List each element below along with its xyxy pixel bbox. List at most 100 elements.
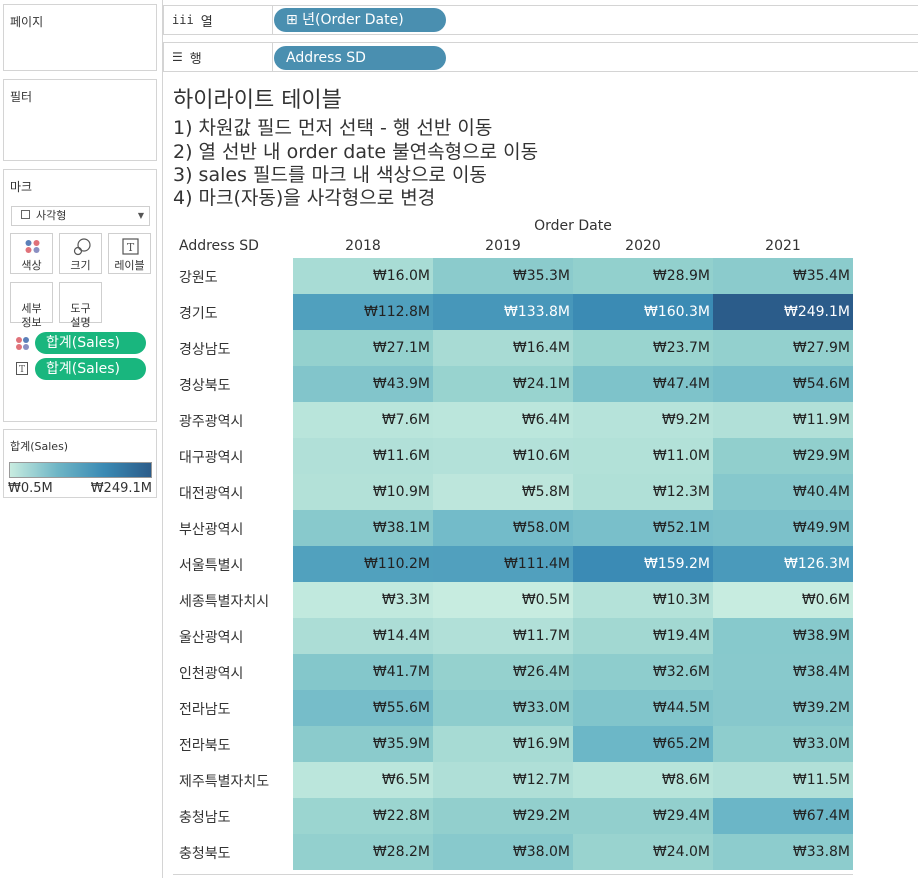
table-cell[interactable]: ₩41.7M bbox=[293, 654, 433, 690]
table-cell[interactable]: ₩43.9M bbox=[293, 366, 433, 402]
row-label[interactable]: 경상남도 bbox=[179, 342, 231, 358]
row-label[interactable]: 경기도 bbox=[179, 306, 218, 322]
table-cell[interactable]: ₩0.5M bbox=[433, 582, 573, 618]
label-button[interactable]: T 레이블 bbox=[108, 233, 151, 274]
table-cell[interactable]: ₩249.1M bbox=[713, 294, 853, 330]
table-cell[interactable]: ₩6.4M bbox=[433, 402, 573, 438]
pages-card[interactable]: 페이지 bbox=[3, 4, 157, 71]
table-cell[interactable]: ₩11.6M bbox=[293, 438, 433, 474]
row-label[interactable]: 울산광역시 bbox=[179, 630, 244, 646]
row-label[interactable]: 충청남도 bbox=[179, 810, 231, 826]
row-label[interactable]: 서울특별시 bbox=[179, 558, 244, 574]
table-cell[interactable]: ₩54.6M bbox=[713, 366, 853, 402]
table-cell[interactable]: ₩40.4M bbox=[713, 474, 853, 510]
rows-shelf[interactable]: ☰ 행 Address SD bbox=[163, 42, 918, 72]
table-cell[interactable]: ₩44.5M bbox=[573, 690, 713, 726]
table-cell[interactable]: ₩33.8M bbox=[713, 834, 853, 870]
table-cell[interactable]: ₩35.9M bbox=[293, 726, 433, 762]
order-date-year-pill[interactable]: ⊞ 년(Order Date) bbox=[274, 8, 446, 32]
detail-button[interactable]: 세부 정보 bbox=[10, 282, 53, 329]
address-sd-pill[interactable]: Address SD bbox=[274, 46, 446, 70]
row-label[interactable]: 부산광역시 bbox=[179, 522, 244, 538]
table-cell[interactable]: ₩5.8M bbox=[433, 474, 573, 510]
table-cell[interactable]: ₩3.3M bbox=[293, 582, 433, 618]
table-cell[interactable]: ₩112.8M bbox=[293, 294, 433, 330]
label-field-pill[interactable]: 합계(Sales) bbox=[35, 358, 146, 380]
table-cell[interactable]: ₩28.2M bbox=[293, 834, 433, 870]
table-cell[interactable]: ₩27.9M bbox=[713, 330, 853, 366]
table-cell[interactable]: ₩38.0M bbox=[433, 834, 573, 870]
size-button[interactable]: 크기 bbox=[59, 233, 102, 274]
table-cell[interactable]: ₩12.7M bbox=[433, 762, 573, 798]
table-cell[interactable]: ₩52.1M bbox=[573, 510, 713, 546]
table-cell[interactable]: ₩65.2M bbox=[573, 726, 713, 762]
row-label[interactable]: 강원도 bbox=[179, 270, 218, 286]
table-cell[interactable]: ₩111.4M bbox=[433, 546, 573, 582]
color-field-pill[interactable]: 합계(Sales) bbox=[35, 332, 146, 354]
table-cell[interactable]: ₩24.1M bbox=[433, 366, 573, 402]
table-cell[interactable]: ₩12.3M bbox=[573, 474, 713, 510]
table-cell[interactable]: ₩38.4M bbox=[713, 654, 853, 690]
table-cell[interactable]: ₩16.0M bbox=[293, 258, 433, 294]
table-cell[interactable]: ₩16.4M bbox=[433, 330, 573, 366]
table-cell[interactable]: ₩49.9M bbox=[713, 510, 853, 546]
row-label[interactable]: 인천광역시 bbox=[179, 666, 244, 682]
tooltip-button[interactable]: 도구 설명 bbox=[59, 282, 102, 329]
table-cell[interactable]: ₩58.0M bbox=[433, 510, 573, 546]
table-cell[interactable]: ₩10.6M bbox=[433, 438, 573, 474]
table-cell[interactable]: ₩47.4M bbox=[573, 366, 713, 402]
table-cell[interactable]: ₩11.5M bbox=[713, 762, 853, 798]
color-legend-card[interactable]: 합계(Sales) ₩0.5M ₩249.1M bbox=[3, 429, 157, 498]
row-label[interactable]: 대구광역시 bbox=[179, 450, 244, 466]
color-button[interactable]: 색상 bbox=[10, 233, 53, 274]
table-cell[interactable]: ₩24.0M bbox=[573, 834, 713, 870]
columns-shelf[interactable]: iii 열 ⊞ 년(Order Date) bbox=[163, 5, 918, 35]
table-cell[interactable]: ₩0.6M bbox=[713, 582, 853, 618]
mark-type-dropdown[interactable]: 사각형 ▼ bbox=[11, 206, 150, 226]
table-cell[interactable]: ₩9.2M bbox=[573, 402, 713, 438]
table-cell[interactable]: ₩11.0M bbox=[573, 438, 713, 474]
year-header-2020[interactable]: 2020 bbox=[625, 238, 661, 254]
table-cell[interactable]: ₩16.9M bbox=[433, 726, 573, 762]
table-cell[interactable]: ₩26.4M bbox=[433, 654, 573, 690]
table-cell[interactable]: ₩35.3M bbox=[433, 258, 573, 294]
year-header-2018[interactable]: 2018 bbox=[345, 238, 381, 254]
row-label[interactable]: 경상북도 bbox=[179, 378, 231, 394]
table-cell[interactable]: ₩67.4M bbox=[713, 798, 853, 834]
row-label[interactable]: 충청북도 bbox=[179, 846, 231, 862]
year-header-2021[interactable]: 2021 bbox=[765, 238, 801, 254]
row-label[interactable]: 전라북도 bbox=[179, 738, 231, 754]
row-label[interactable]: 제주특별자치도 bbox=[179, 774, 270, 790]
table-cell[interactable]: ₩14.4M bbox=[293, 618, 433, 654]
table-cell[interactable]: ₩8.6M bbox=[573, 762, 713, 798]
table-cell[interactable]: ₩35.4M bbox=[713, 258, 853, 294]
filters-card[interactable]: 필터 bbox=[3, 79, 157, 161]
table-cell[interactable]: ₩22.8M bbox=[293, 798, 433, 834]
row-label[interactable]: 세종특별자치시 bbox=[179, 594, 270, 610]
table-cell[interactable]: ₩10.3M bbox=[573, 582, 713, 618]
table-cell[interactable]: ₩32.6M bbox=[573, 654, 713, 690]
table-cell[interactable]: ₩10.9M bbox=[293, 474, 433, 510]
table-cell[interactable]: ₩160.3M bbox=[573, 294, 713, 330]
table-cell[interactable]: ₩28.9M bbox=[573, 258, 713, 294]
row-label[interactable]: 대전광역시 bbox=[179, 486, 244, 502]
table-cell[interactable]: ₩39.2M bbox=[713, 690, 853, 726]
table-cell[interactable]: ₩11.9M bbox=[713, 402, 853, 438]
table-cell[interactable]: ₩29.2M bbox=[433, 798, 573, 834]
table-cell[interactable]: ₩29.4M bbox=[573, 798, 713, 834]
table-cell[interactable]: ₩55.6M bbox=[293, 690, 433, 726]
row-label[interactable]: 전라남도 bbox=[179, 702, 231, 718]
table-cell[interactable]: ₩27.1M bbox=[293, 330, 433, 366]
table-cell[interactable]: ₩33.0M bbox=[713, 726, 853, 762]
table-cell[interactable]: ₩33.0M bbox=[433, 690, 573, 726]
table-cell[interactable]: ₩29.9M bbox=[713, 438, 853, 474]
table-cell[interactable]: ₩133.8M bbox=[433, 294, 573, 330]
table-cell[interactable]: ₩159.2M bbox=[573, 546, 713, 582]
year-header-2019[interactable]: 2019 bbox=[485, 238, 521, 254]
table-cell[interactable]: ₩11.7M bbox=[433, 618, 573, 654]
table-cell[interactable]: ₩19.4M bbox=[573, 618, 713, 654]
table-cell[interactable]: ₩7.6M bbox=[293, 402, 433, 438]
table-cell[interactable]: ₩38.1M bbox=[293, 510, 433, 546]
table-cell[interactable]: ₩110.2M bbox=[293, 546, 433, 582]
table-cell[interactable]: ₩38.9M bbox=[713, 618, 853, 654]
